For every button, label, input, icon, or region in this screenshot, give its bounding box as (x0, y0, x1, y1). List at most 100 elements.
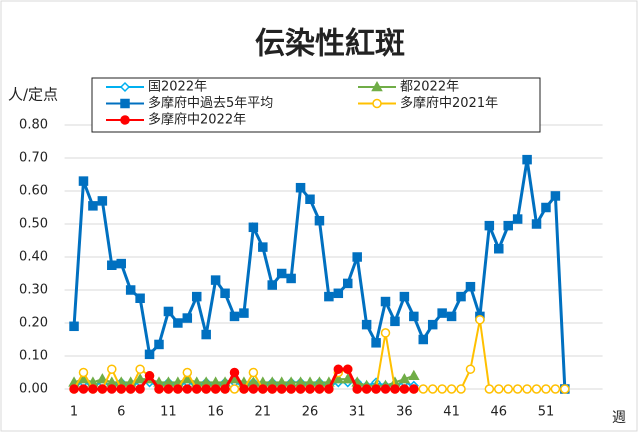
y-axis-label: 人/定点 (8, 86, 58, 104)
x-axis-label: 週 (612, 410, 626, 426)
marker (88, 201, 98, 211)
marker (333, 288, 344, 299)
marker (78, 367, 89, 378)
marker (69, 321, 79, 332)
marker (484, 220, 495, 231)
marker (135, 364, 145, 374)
marker (295, 384, 306, 394)
marker (125, 285, 136, 295)
legend-label: 国2022年 (148, 80, 207, 95)
marker (69, 384, 79, 394)
marker (182, 384, 193, 394)
marker (239, 308, 249, 318)
marker (201, 384, 211, 394)
marker (144, 371, 155, 381)
marker (541, 202, 551, 213)
marker (314, 215, 325, 226)
marker (361, 319, 372, 330)
y-tick-label: 0.70 (19, 151, 48, 166)
marker (116, 258, 126, 269)
marker (371, 80, 383, 92)
marker (107, 384, 117, 394)
marker (398, 373, 411, 384)
x-tick-label: 31 (349, 405, 366, 420)
y-tick-label: 0.80 (19, 118, 48, 133)
marker (220, 288, 230, 299)
marker (560, 384, 570, 394)
marker (125, 384, 136, 394)
marker (220, 384, 230, 394)
marker (182, 367, 193, 378)
legend-label: 多摩府中2022年 (148, 112, 246, 128)
marker (134, 373, 146, 384)
marker (239, 384, 249, 394)
marker (97, 196, 108, 206)
marker (305, 384, 315, 394)
marker (332, 373, 345, 384)
series (69, 364, 419, 394)
marker (210, 275, 221, 285)
marker (550, 191, 561, 201)
marker (371, 384, 381, 394)
x-tick-label: 41 (443, 405, 460, 420)
marker (119, 81, 131, 93)
marker (380, 384, 391, 394)
marker (78, 176, 89, 186)
marker (276, 384, 287, 394)
marker (371, 338, 381, 348)
marker (248, 384, 259, 394)
marker (390, 316, 400, 327)
marker (324, 291, 334, 302)
marker (324, 384, 334, 394)
marker (248, 222, 259, 233)
marker (258, 242, 268, 252)
marker (512, 214, 523, 224)
marker (229, 367, 240, 378)
marker (276, 268, 287, 279)
chart-title: 伝染性紅斑 (255, 27, 405, 62)
marker (154, 384, 164, 394)
marker (409, 311, 419, 322)
marker (427, 384, 438, 394)
marker (77, 373, 90, 384)
marker (201, 329, 211, 340)
marker (399, 291, 410, 302)
marker (286, 273, 296, 284)
marker (210, 384, 221, 394)
x-tick-label: 26 (302, 405, 319, 420)
marker (446, 384, 457, 394)
marker (446, 311, 457, 322)
marker (286, 384, 296, 394)
marker (116, 384, 126, 394)
marker (503, 220, 513, 231)
y-tick-label: 0.50 (19, 217, 48, 232)
marker (380, 328, 391, 338)
y-tick-label: 0.10 (19, 349, 48, 364)
marker (135, 293, 145, 303)
marker (437, 384, 447, 394)
marker (418, 334, 429, 345)
marker (456, 291, 466, 302)
marker (418, 384, 429, 394)
marker (182, 313, 193, 323)
marker (465, 281, 476, 292)
marker (341, 373, 354, 384)
marker (437, 308, 447, 318)
marker (97, 384, 108, 394)
marker (181, 373, 194, 384)
marker (107, 260, 117, 270)
marker (107, 364, 117, 374)
y-tick-label: 0.30 (19, 283, 48, 298)
marker (541, 384, 551, 394)
marker (372, 98, 382, 109)
marker (154, 339, 164, 350)
marker (522, 384, 532, 394)
marker (343, 278, 353, 289)
x-tick-label: 46 (491, 405, 508, 420)
x-tick-label: 21 (255, 405, 272, 420)
marker (343, 364, 353, 374)
marker (531, 219, 542, 229)
marker (267, 280, 277, 290)
marker (475, 314, 485, 325)
